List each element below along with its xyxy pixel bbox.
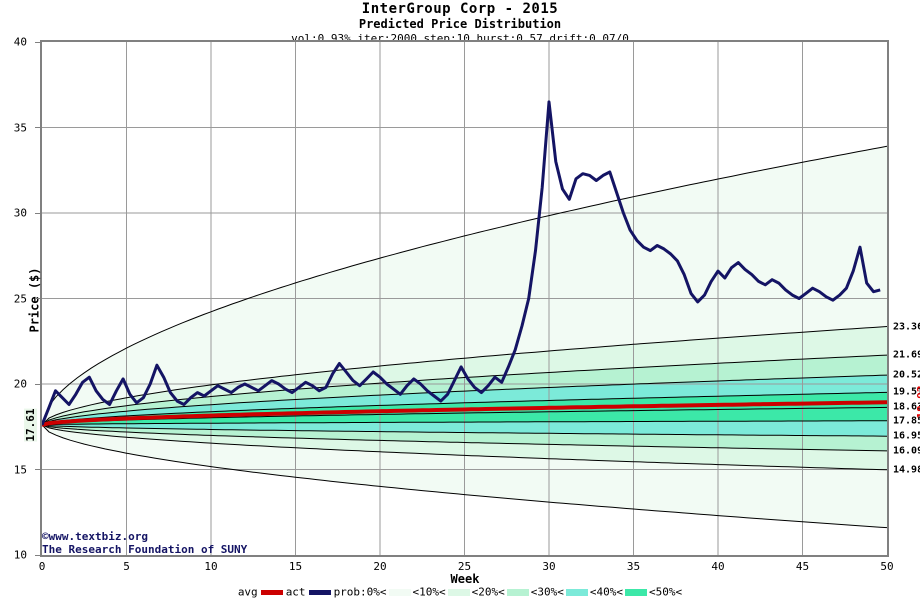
chart-svg — [42, 42, 887, 555]
y-tick-label: 40 — [13, 35, 27, 49]
legend-act-label: act — [285, 585, 306, 599]
end-price-label: 18.93 — [915, 385, 920, 419]
start-price-label: 17.61 — [24, 408, 38, 442]
quantile-value-label: 21.69 — [893, 349, 920, 361]
legend-band-swatch — [388, 588, 411, 596]
plot-canvas — [42, 42, 887, 555]
credit-block: ©www.textbiz.org The Research Foundation… — [42, 530, 247, 556]
x-axis-label: Week — [450, 572, 480, 586]
y-tick-label: 10 — [13, 548, 27, 562]
x-tick-label: 20 — [373, 560, 387, 573]
legend-band-swatch — [447, 588, 470, 596]
y-tick-mark — [35, 383, 41, 385]
credit-website: ©www.textbiz.org — [42, 530, 148, 543]
x-tick-label: 50 — [880, 560, 894, 573]
y-tick-mark — [35, 41, 41, 43]
quantile-value-label: 18.63 — [893, 401, 920, 413]
x-tick-label: 40 — [711, 560, 725, 573]
y-tick-mark — [35, 127, 41, 128]
y-tick-mark — [35, 469, 41, 470]
x-tick-label: 5 — [123, 560, 130, 573]
quantile-value-label: 19.51 — [893, 386, 920, 398]
quantile-value-label: 14.98 — [893, 464, 920, 476]
x-tick-label: 25 — [457, 560, 472, 573]
y-axis-label: Price ($) — [27, 267, 42, 333]
legend-band-swatch — [625, 588, 648, 596]
quantile-value-label: 20.52 — [893, 369, 920, 381]
quantile-value-label: 23.36 — [893, 321, 920, 333]
y-tick-label: 20 — [13, 377, 27, 391]
quantile-value-label: 17.85 — [893, 415, 920, 427]
legend-prob-label: prob:0%< — [333, 585, 387, 599]
y-tick-label: 35 — [13, 121, 27, 134]
legend-avg-swatch — [260, 589, 283, 595]
page-title: InterGroup Corp - 2015 — [361, 1, 559, 17]
legend-avg-label: avg — [237, 585, 258, 599]
chart-subtitle: Predicted Price Distribution — [358, 17, 562, 31]
legend-band-label: <20%< — [471, 585, 505, 599]
x-tick-label: 10 — [204, 560, 218, 573]
x-tick-label: 0 — [38, 560, 46, 573]
legend-band-label: <40%< — [589, 585, 624, 599]
quantile-value-label: 16.09 — [893, 445, 920, 457]
y-tick-mark — [35, 298, 41, 299]
y-tick-label: 15 — [13, 463, 27, 476]
plot-area — [40, 40, 889, 557]
y-tick-label: 25 — [13, 292, 27, 305]
legend-band-swatch — [506, 588, 529, 596]
y-tick-mark — [35, 212, 41, 214]
y-tick-mark — [35, 554, 41, 556]
x-tick-label: 35 — [626, 560, 641, 573]
y-tick-label: 30 — [13, 206, 27, 220]
x-tick-label: 15 — [288, 560, 303, 573]
legend-band-swatch — [565, 588, 588, 596]
quantile-value-label: 16.95 — [893, 430, 920, 442]
x-tick-label: 30 — [542, 560, 556, 573]
legend-band-label: <50%< — [649, 585, 683, 599]
legend-band-label: <30%< — [530, 585, 564, 599]
credit-organization: The Research Foundation of SUNY — [42, 543, 248, 556]
x-tick-label: 45 — [795, 560, 810, 573]
chart-legend: avg act prob:0%< <10%< <20%< <30%< <40%< <50%< — [0, 585, 920, 599]
legend-band-label: <10%< — [412, 585, 446, 599]
legend-act-swatch — [308, 589, 331, 595]
